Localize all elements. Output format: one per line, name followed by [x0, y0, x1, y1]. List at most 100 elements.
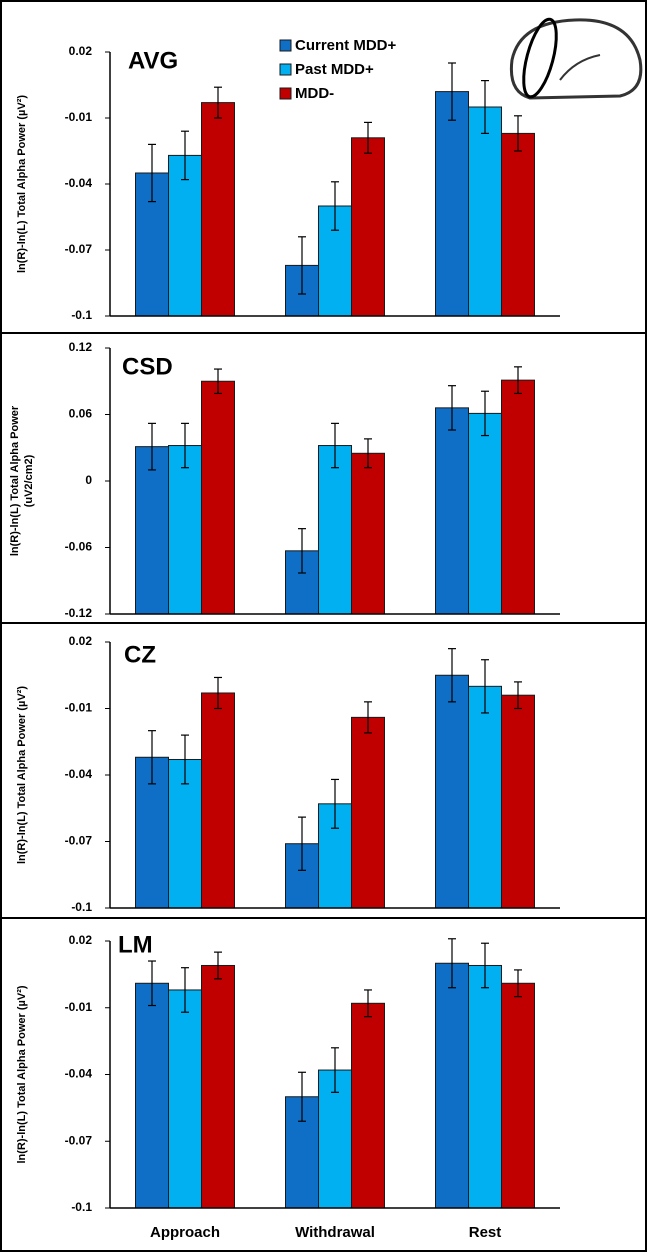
error-bar [514, 366, 522, 395]
bar [201, 102, 235, 317]
error-bar [481, 79, 489, 134]
error-bar [148, 730, 156, 785]
error-bar [298, 1071, 306, 1122]
bar [351, 452, 385, 615]
x-tick-label: Approach [150, 1224, 220, 1241]
error-bar [214, 368, 222, 395]
y-axis-label: (uV2/cm2) [23, 454, 35, 507]
y-tick-label: -0.07 [65, 242, 93, 256]
y-tick-label: -0.01 [65, 110, 93, 124]
error-bar [481, 659, 489, 714]
error-bar [514, 115, 522, 152]
error-bar [448, 62, 456, 121]
error-bar [214, 86, 222, 119]
error-bar [331, 181, 339, 231]
x-tick-label: Rest [469, 1224, 502, 1241]
y-tick-label: -0.1 [71, 900, 92, 914]
y-tick-label: 0.02 [69, 44, 93, 58]
y-tick-label: -0.04 [65, 1067, 93, 1081]
error-bar [481, 390, 489, 437]
panel-title: LM [118, 931, 153, 958]
y-tick-label: -0.07 [65, 834, 93, 848]
error-bar [514, 681, 522, 710]
error-bar [331, 1047, 339, 1093]
error-bar [331, 422, 339, 469]
bar [168, 989, 202, 1209]
legend-label: Past MDD+ [295, 61, 374, 78]
error-bar [181, 734, 189, 785]
error-bar [331, 778, 339, 829]
y-tick-label: -0.06 [65, 540, 93, 554]
y-tick-label: -0.01 [65, 701, 93, 715]
legend-swatch [279, 87, 292, 100]
error-bar [214, 676, 222, 710]
brain-icon [509, 17, 643, 100]
panel-title: CSD [122, 353, 173, 380]
y-axis-label: ln(R)-ln(L) Total Alpha Power (µV²) [16, 686, 28, 864]
bar [468, 412, 502, 615]
bar [435, 674, 469, 909]
error-bar [448, 385, 456, 431]
bar [351, 1002, 385, 1209]
legend-swatch [279, 39, 292, 52]
error-bar [514, 969, 522, 998]
error-bar [364, 121, 372, 154]
panel-title: CZ [124, 641, 156, 668]
y-tick-label: -0.01 [65, 1000, 93, 1014]
error-bar [364, 989, 372, 1018]
bar [501, 982, 535, 1209]
bar [501, 379, 535, 615]
bar [435, 91, 469, 317]
y-tick-label: 0.06 [69, 407, 93, 421]
y-tick-label: 0.12 [69, 340, 93, 354]
y-tick-label: -0.1 [71, 1200, 92, 1214]
legend-label: MDD- [295, 85, 334, 102]
error-bar [148, 143, 156, 203]
y-axis-label: ln(R)-ln(L) Total Alpha Power [9, 405, 21, 556]
error-bar [181, 967, 189, 1013]
x-tick-label: Withdrawal [295, 1224, 375, 1241]
error-bar [148, 422, 156, 471]
bar [435, 407, 469, 615]
y-tick-label: 0 [85, 473, 92, 487]
error-bar [298, 816, 306, 871]
panel-title: AVG [128, 47, 178, 74]
error-bar [298, 236, 306, 295]
error-bar [181, 422, 189, 469]
error-bar [364, 701, 372, 734]
y-axis-label: ln(R)-ln(L) Total Alpha Power (µV²) [16, 95, 28, 273]
y-tick-label: -0.07 [65, 1133, 93, 1147]
y-tick-label: 0.02 [69, 634, 93, 648]
error-bar [448, 938, 456, 989]
bar [351, 137, 385, 317]
bar [468, 964, 502, 1209]
bar [201, 380, 235, 615]
bar [318, 445, 352, 615]
bar [201, 964, 235, 1209]
error-bar [448, 648, 456, 703]
bar [468, 106, 502, 317]
error-bar [298, 528, 306, 574]
bar [351, 716, 385, 909]
y-tick-label: -0.04 [65, 176, 93, 190]
legend-label: Current MDD+ [295, 37, 396, 54]
bar [135, 982, 169, 1209]
error-bar [364, 438, 372, 469]
y-axis-label: ln(R)-ln(L) Total Alpha Power (µV²) [16, 985, 28, 1163]
bar [435, 962, 469, 1209]
legend-swatch [279, 63, 292, 76]
error-bar [214, 951, 222, 980]
error-bar [481, 942, 489, 989]
bar [168, 445, 202, 615]
bar [201, 692, 235, 909]
bar [468, 685, 502, 909]
y-tick-label: -0.04 [65, 767, 93, 781]
bar [135, 446, 169, 615]
bar [501, 694, 535, 909]
error-bar [148, 960, 156, 1007]
bar [168, 154, 202, 317]
y-tick-label: -0.12 [65, 606, 93, 620]
bar [501, 132, 535, 317]
